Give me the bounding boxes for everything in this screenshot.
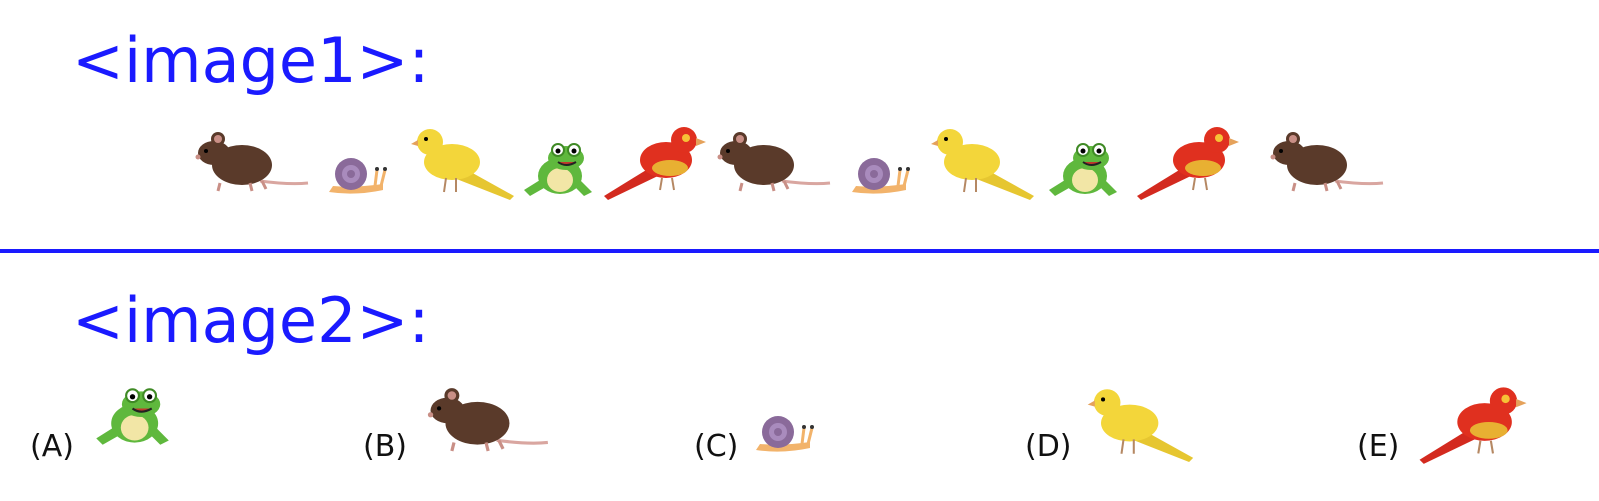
rat-icon: [195, 132, 309, 192]
snail-icon: [852, 158, 910, 194]
option-e-label: (E): [1357, 429, 1400, 464]
animal-sequence: [0, 115, 1599, 205]
frog-icon: [96, 388, 169, 445]
red-bird-icon: [604, 127, 706, 200]
snail-icon: [756, 416, 814, 452]
image2-heading: <image2>:: [72, 284, 430, 357]
section-divider: [0, 249, 1599, 253]
yellow-bird-icon: [411, 129, 514, 200]
option-a-label: (A): [30, 429, 74, 464]
snail-icon: [329, 158, 387, 194]
option-b-label: (B): [363, 429, 407, 464]
red-bird-icon: [1137, 127, 1239, 200]
image1-heading: <image1>:: [72, 24, 430, 97]
option-d-label: (D): [1025, 429, 1072, 464]
option-c-label: (C): [694, 429, 739, 464]
yellow-bird-icon: [1087, 389, 1194, 462]
rat-icon: [427, 388, 549, 452]
yellow-bird-icon: [931, 129, 1034, 200]
rat-icon: [1270, 132, 1384, 192]
rat-icon: [717, 132, 831, 192]
frog-icon: [1049, 143, 1117, 196]
frog-icon: [524, 143, 592, 196]
red-bird-icon: [1419, 387, 1527, 464]
